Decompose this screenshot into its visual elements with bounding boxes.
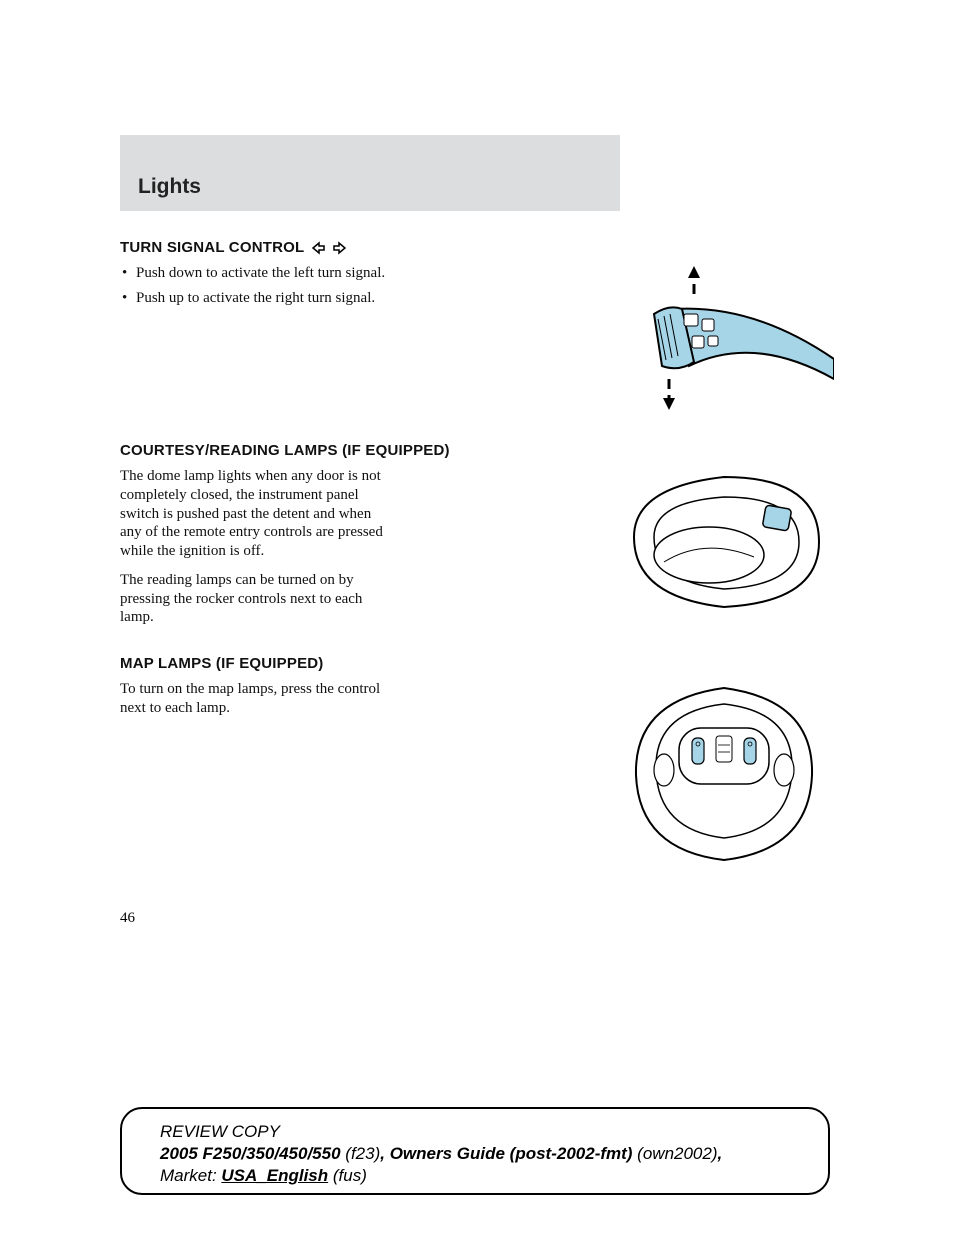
heading-turn-signal: TURN SIGNAL CONTROL [120,239,834,256]
heading-courtesy: COURTESY/READING LAMPS (IF EQUIPPED) [120,442,834,459]
section-courtesy-lamps: COURTESY/READING LAMPS (IF EQUIPPED) The… [120,442,834,637]
section-map-lamps: MAP LAMPS (IF EQUIPPED) To turn on the m… [120,655,834,870]
footer-market: USA_English [221,1166,328,1185]
text-courtesy-1: The dome lamp lights when any door is no… [120,467,390,561]
bullet-turn-left: Push down to activate the left turn sign… [120,264,390,283]
footer-review-box: REVIEW COPY 2005 F250/350/450/550 (f23),… [120,1107,830,1195]
text-map-1: To turn on the map lamps, press the cont… [120,680,390,718]
illustration-turn-signal-stalk [614,264,834,424]
illustration-map-lamp [614,680,834,870]
bullet-turn-right: Push up to activate the right turn signa… [120,289,390,308]
text-courtesy-2: The reading lamps can be turned on by pr… [120,571,390,627]
turn-signal-arrows-icon [312,241,346,255]
footer-review-copy: REVIEW COPY [160,1122,280,1141]
illustration-dome-lamp [614,467,834,617]
page-title-block: Lights [120,135,620,211]
heading-map: MAP LAMPS (IF EQUIPPED) [120,655,834,672]
page-number: 46 [120,910,135,927]
page-title: Lights [138,175,620,199]
section-turn-signal: TURN SIGNAL CONTROL Push down to activat… [120,239,834,424]
footer-vehicle: 2005 F250/350/450/550 [160,1144,341,1163]
